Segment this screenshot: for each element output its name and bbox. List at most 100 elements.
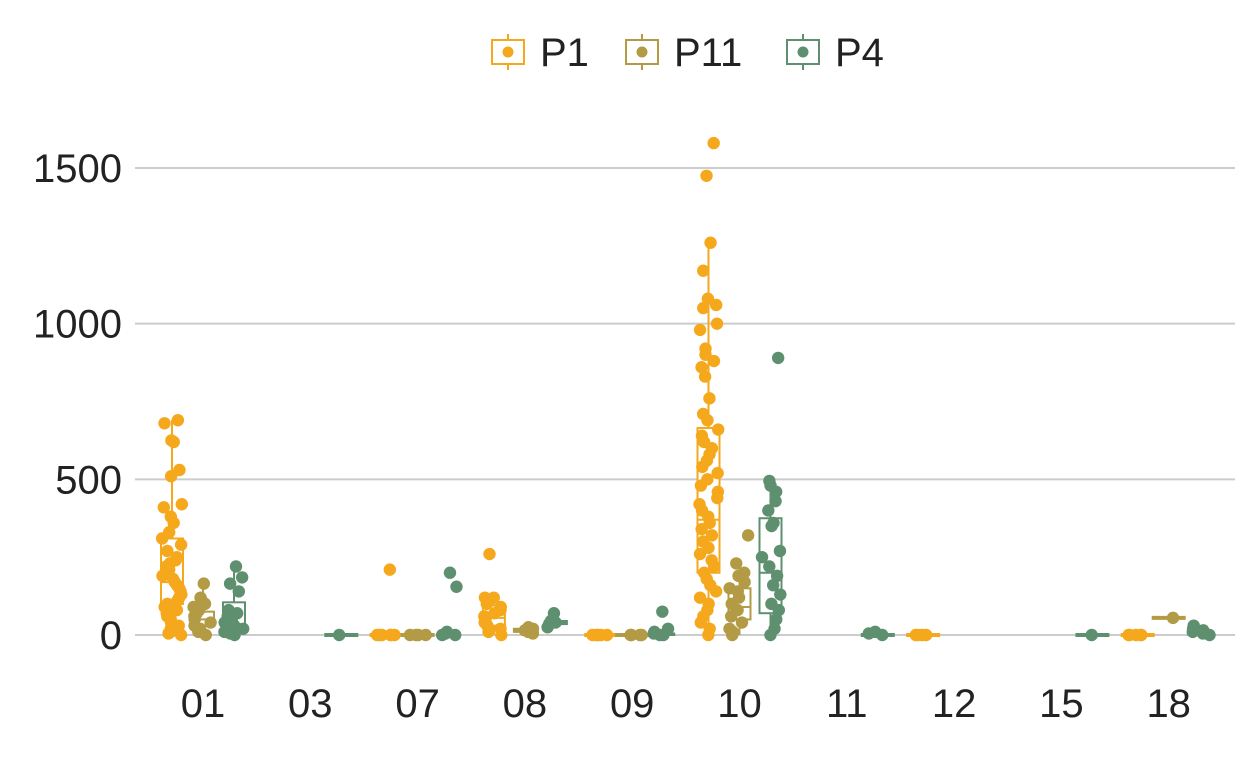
data-point-P11 — [723, 622, 736, 635]
plot-area — [155, 136, 1216, 642]
data-point-P1 — [175, 498, 189, 511]
data-point-P4 — [232, 585, 245, 598]
data-point-P1 — [697, 301, 710, 315]
data-point-P4 — [648, 625, 661, 639]
data-point-P1 — [699, 342, 712, 355]
legend-label: P4 — [835, 31, 884, 75]
x-tick-label: 15 — [1039, 682, 1084, 726]
y-tick-label: 0 — [100, 614, 122, 658]
x-tick-label: 09 — [610, 682, 655, 726]
data-point-P4 — [769, 494, 782, 508]
data-point-P1 — [162, 526, 176, 539]
x-tick-label: 01 — [181, 682, 226, 726]
data-point-P4 — [443, 566, 457, 579]
data-point-P1 — [712, 423, 725, 436]
series-P11 — [187, 529, 1186, 642]
data-point-P4 — [770, 569, 784, 583]
data-point-P4 — [767, 578, 780, 592]
data-point-P1 — [696, 407, 710, 421]
data-point-P1 — [494, 622, 507, 635]
data-point-P11 — [741, 529, 755, 542]
data-point-P1 — [698, 370, 712, 383]
data-point-P11 — [738, 566, 751, 579]
data-point-P1 — [701, 473, 714, 486]
legend-item-P11: P11 — [625, 31, 742, 75]
data-point-P1 — [1134, 628, 1147, 642]
data-point-P4 — [763, 560, 776, 573]
data-point-P1 — [693, 323, 707, 337]
data-point-P1 — [695, 361, 708, 374]
data-point-P11 — [624, 628, 637, 642]
legend-key-point — [797, 46, 809, 58]
x-tick-label: 07 — [395, 682, 440, 726]
data-point-P1 — [697, 566, 711, 579]
data-point-P1 — [707, 136, 720, 150]
data-point-P11 — [633, 628, 647, 642]
x-tick-label: 18 — [1146, 682, 1191, 726]
data-point-P4 — [1085, 628, 1098, 642]
data-point-P1 — [174, 628, 188, 642]
data-point-P4 — [333, 628, 346, 642]
data-point-P1 — [478, 591, 492, 604]
data-point-P1 — [702, 597, 715, 611]
data-point-P1 — [174, 538, 188, 551]
y-tick-label: 1000 — [33, 303, 122, 347]
data-point-P1 — [697, 264, 710, 277]
x-tick-label: 10 — [717, 682, 762, 726]
data-point-P4 — [218, 625, 231, 639]
data-point-P1 — [173, 463, 186, 477]
data-point-P1 — [161, 544, 174, 558]
data-point-P4 — [773, 544, 787, 558]
data-point-P1 — [170, 550, 183, 564]
x-axis: 01 03 07 08 09 10 11 12 15 18 — [181, 682, 1191, 726]
data-point-P1 — [915, 628, 929, 642]
data-point-P1 — [157, 501, 170, 514]
data-point-P4 — [547, 607, 561, 620]
data-point-P1 — [695, 429, 709, 442]
data-point-P11 — [735, 616, 749, 629]
data-point-P1 — [697, 535, 710, 548]
data-point-P1 — [711, 485, 725, 498]
data-point-P1 — [710, 317, 724, 330]
data-point-P1 — [700, 169, 713, 182]
data-point-P1 — [164, 510, 178, 523]
data-point-P4 — [235, 571, 249, 584]
data-point-P11 — [730, 557, 743, 570]
data-point-P1 — [704, 236, 717, 249]
x-tick-label: 11 — [826, 682, 868, 726]
data-point-P1 — [600, 628, 614, 642]
data-point-P1 — [170, 603, 184, 617]
data-point-P1 — [703, 622, 716, 635]
data-point-P1 — [711, 466, 724, 480]
data-point-P1 — [383, 563, 397, 576]
series-P4 — [218, 351, 1216, 642]
data-point-P1 — [384, 628, 397, 642]
data-point-P4 — [774, 588, 787, 601]
data-point-P4 — [229, 560, 243, 573]
data-point-P1 — [373, 628, 386, 642]
data-point-P4 — [450, 580, 463, 593]
legend: P1 P11 P4 — [491, 31, 884, 75]
data-point-P1 — [705, 554, 718, 567]
data-point-P11 — [403, 628, 417, 642]
data-point-P1 — [693, 591, 707, 604]
data-point-P4 — [767, 516, 780, 530]
data-point-P1 — [487, 591, 500, 604]
data-point-P1 — [165, 434, 178, 447]
y-tick-label: 1500 — [33, 147, 122, 191]
data-point-P11 — [723, 582, 736, 595]
legend-item-P1: P1 — [491, 31, 589, 75]
y-axis: 0 500 1000 1500 — [33, 147, 122, 658]
data-point-P1 — [171, 413, 185, 427]
data-point-P1 — [590, 628, 604, 642]
series-P1 — [155, 136, 1155, 642]
data-point-P4 — [771, 351, 785, 365]
data-point-P4 — [1187, 619, 1200, 632]
legend-key-point — [502, 46, 514, 58]
gridlines — [135, 167, 1235, 636]
data-point-P1 — [701, 292, 715, 305]
data-point-P4 — [661, 622, 675, 635]
data-point-P4 — [768, 622, 781, 635]
data-point-P1 — [693, 498, 706, 511]
